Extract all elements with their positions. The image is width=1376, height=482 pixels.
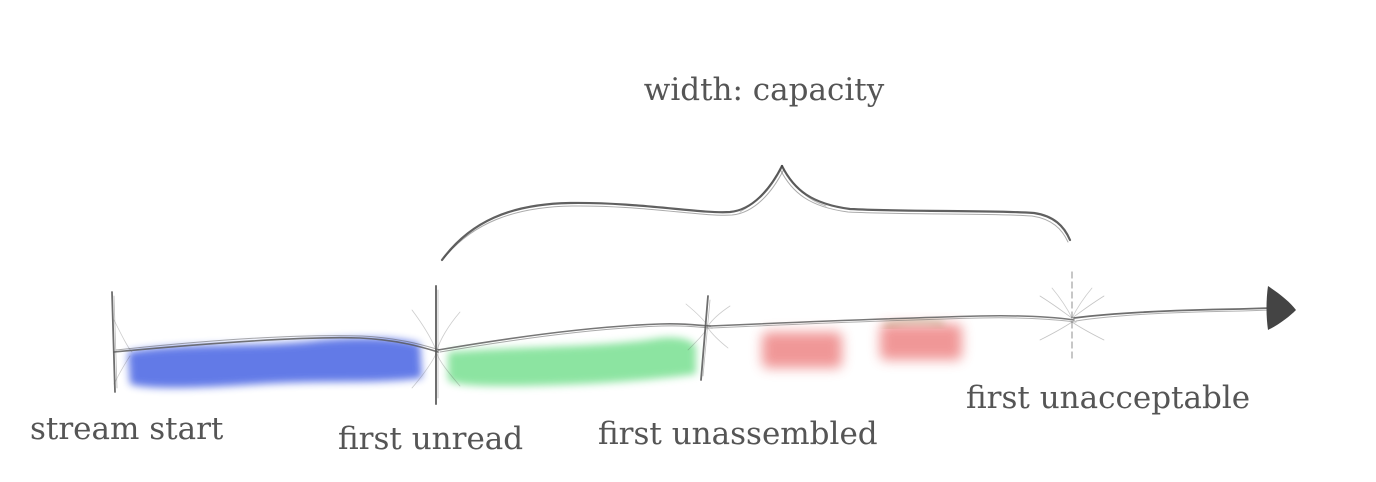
stream-start-tick bbox=[111, 291, 116, 393]
stream-start-label: stream start bbox=[30, 411, 224, 447]
unassembled-segment-2-edge bbox=[883, 319, 945, 328]
tick-marks bbox=[111, 271, 1105, 405]
diagram-title: width: capacity bbox=[644, 72, 885, 108]
read-segment bbox=[128, 337, 422, 388]
stream-line bbox=[113, 307, 1273, 353]
first-unread-label: first unread bbox=[338, 421, 523, 457]
assembled-segment bbox=[448, 337, 696, 386]
first-unassembled-tick bbox=[700, 295, 709, 381]
capacity-brace bbox=[440, 164, 1072, 262]
unassembled-segment-2 bbox=[880, 324, 962, 360]
unassembled-segment-1 bbox=[762, 332, 842, 368]
arrow-head-icon bbox=[1266, 286, 1296, 330]
first-unacceptable-label: first unacceptable bbox=[966, 380, 1250, 416]
first-unassembled-label: first unassembled bbox=[598, 416, 878, 452]
segments bbox=[128, 319, 962, 388]
